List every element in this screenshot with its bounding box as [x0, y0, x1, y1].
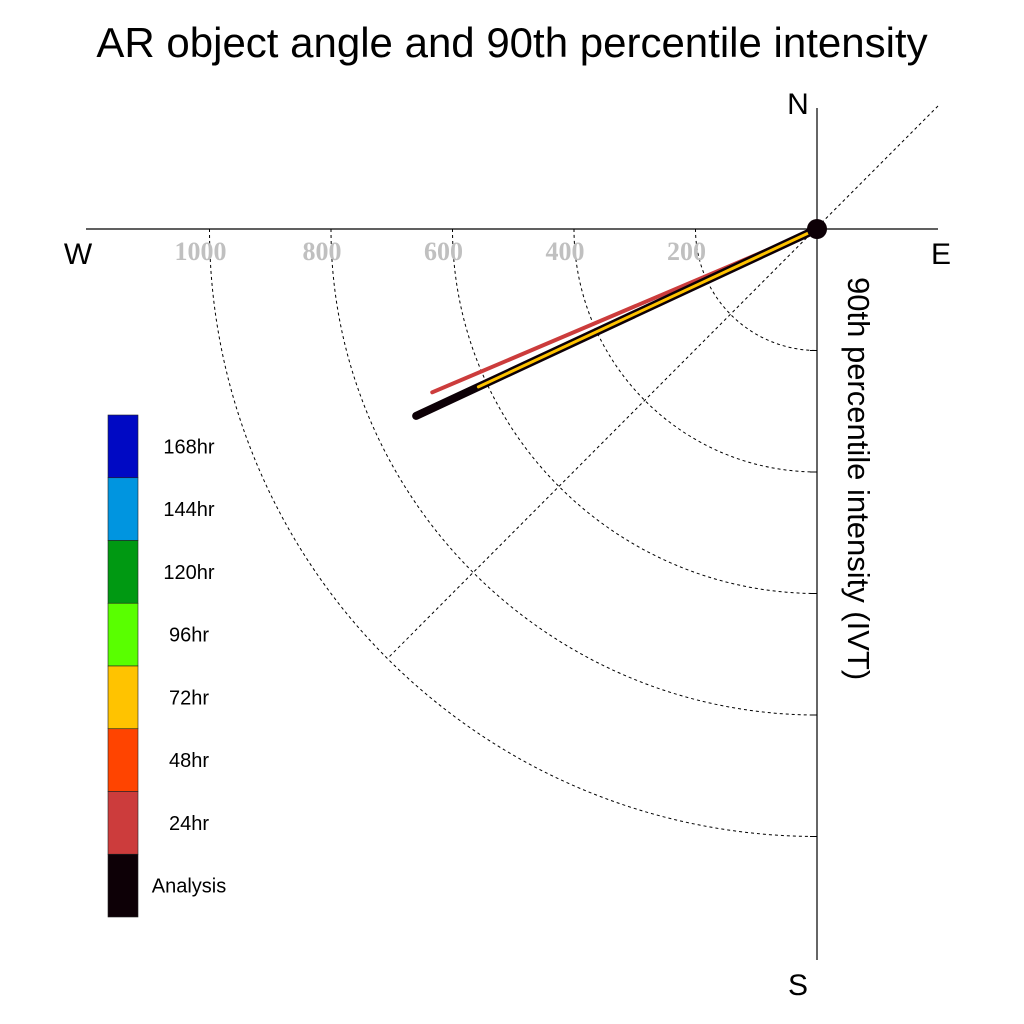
- radial-tick-label-800: 800: [303, 237, 342, 266]
- legend-swatch-analysis: [107, 853, 139, 918]
- radial-tick-label-200: 200: [667, 237, 706, 266]
- legend-swatch-120hr: [107, 540, 139, 604]
- vector-72hr: [476, 227, 819, 389]
- grid-arc-1000: [209, 228, 818, 837]
- legend-label-analysis: Analysis: [152, 876, 226, 898]
- radial-tick-labels: 200 400 600 800 1000: [175, 237, 707, 266]
- legend-label-168hr: 168hr: [163, 436, 214, 458]
- legend: 168hr 144hr 120hr 96hr 72hr 48hr 24hr Analysis: [107, 414, 226, 918]
- polar-grid: [209, 105, 939, 837]
- legend-label-120hr: 120hr: [163, 562, 214, 584]
- compass-south-label: S: [788, 969, 808, 1002]
- legend-swatch-24hr: [107, 791, 139, 855]
- compass-west-label: W: [64, 238, 93, 271]
- vector-series: [412, 225, 821, 420]
- legend-swatch-48hr: [107, 728, 139, 792]
- grid-arc-200: [695, 228, 818, 351]
- legend-swatch-96hr: [107, 602, 139, 667]
- legend-label-24hr: 24hr: [169, 813, 209, 835]
- legend-swatch-144hr: [107, 477, 139, 541]
- radial-tick-label-400: 400: [546, 237, 585, 266]
- radial-tick-label-600: 600: [424, 237, 463, 266]
- legend-swatch-72hr: [107, 665, 139, 730]
- grid-arc-800: [330, 228, 818, 716]
- legend-label-96hr: 96hr: [169, 625, 209, 647]
- y-axis-label: 90th percentile intensity (IVT): [841, 277, 876, 680]
- chart-title: AR object angle and 90th percentile inte…: [96, 19, 927, 66]
- radial-tick-label-1000: 1000: [175, 237, 227, 266]
- legend-label-144hr: 144hr: [163, 499, 214, 521]
- legend-label-72hr: 72hr: [169, 687, 209, 709]
- diagonal-guide-line: [387, 105, 939, 659]
- legend-label-48hr: 48hr: [169, 750, 209, 772]
- grid-arc-600: [452, 228, 818, 594]
- origin-marker: [807, 219, 827, 239]
- legend-swatch-168hr: [107, 414, 139, 479]
- grid-arc-400: [573, 228, 818, 473]
- compass-north-label: N: [787, 88, 809, 121]
- compass-east-label: E: [931, 238, 951, 271]
